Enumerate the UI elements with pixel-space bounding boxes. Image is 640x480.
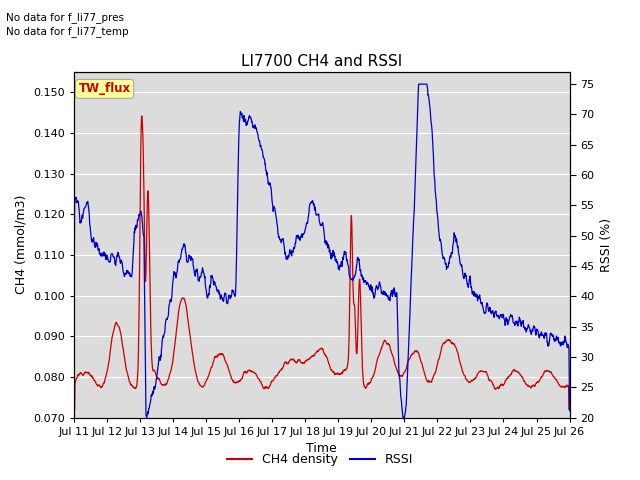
X-axis label: Time: Time xyxy=(306,442,337,455)
Text: TW_flux: TW_flux xyxy=(79,83,131,96)
Text: No data for f_li77_temp: No data for f_li77_temp xyxy=(6,26,129,37)
Legend: CH4 density, RSSI: CH4 density, RSSI xyxy=(221,448,419,471)
Y-axis label: CH4 (mmol/m3): CH4 (mmol/m3) xyxy=(14,195,28,295)
Text: No data for f_li77_pres: No data for f_li77_pres xyxy=(6,12,124,23)
Title: LI7700 CH4 and RSSI: LI7700 CH4 and RSSI xyxy=(241,54,402,70)
Y-axis label: RSSI (%): RSSI (%) xyxy=(600,218,612,272)
